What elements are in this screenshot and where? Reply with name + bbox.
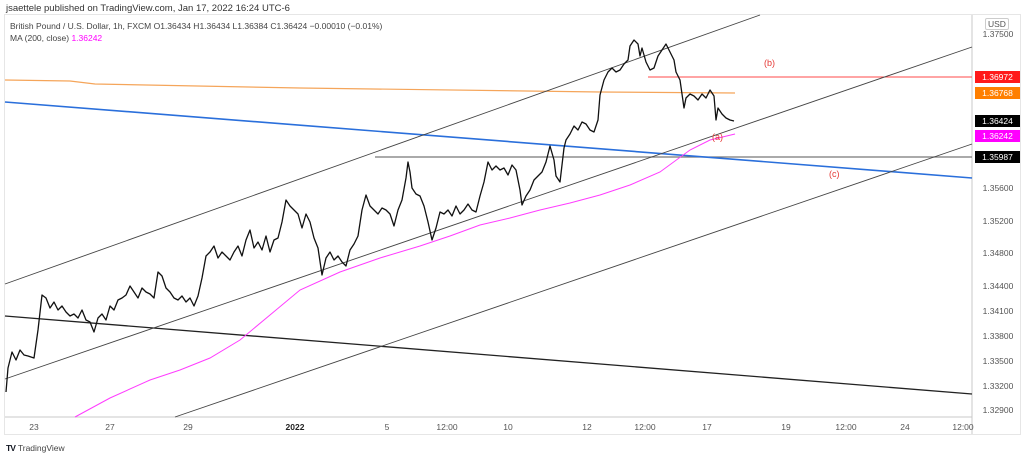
price-tick-label: 1.32900 bbox=[982, 405, 1014, 415]
time-tick-label: 27 bbox=[105, 422, 115, 432]
price-tick-label: 1.34800 bbox=[982, 248, 1014, 258]
channel-middle bbox=[4, 46, 973, 380]
price-series bbox=[5, 39, 735, 393]
chart-legend: British Pound / U.S. Dollar, 1h, FXCM O1… bbox=[10, 20, 382, 44]
time-tick-label: 23 bbox=[29, 422, 39, 432]
price-tick-label: 1.35200 bbox=[982, 216, 1014, 226]
price-tick-label: 1.34100 bbox=[982, 306, 1014, 316]
price-tick-label: 1.37500 bbox=[982, 29, 1014, 39]
ma-200-line bbox=[74, 133, 736, 418]
price-tick-label: 1.33500 bbox=[982, 356, 1014, 366]
wave-label: (b) bbox=[764, 58, 775, 68]
price-tick-label: 1.33800 bbox=[982, 331, 1014, 341]
wave-label: (c) bbox=[829, 169, 840, 179]
price-tag: 1.36768 bbox=[975, 87, 1020, 99]
wave-label: (a) bbox=[712, 132, 723, 142]
time-tick-label: 12 bbox=[582, 422, 592, 432]
price-tag: 1.36424 bbox=[975, 115, 1020, 127]
tradingview-logo-text: TradingView bbox=[17, 443, 65, 453]
tradingview-logo[interactable]: TV TradingView bbox=[6, 443, 65, 453]
channel-lower bbox=[174, 143, 973, 418]
symbol-ohlc-line: British Pound / U.S. Dollar, 1h, FXCM O1… bbox=[10, 21, 383, 31]
time-tick-label: 10 bbox=[503, 422, 513, 432]
black-trendline bbox=[4, 315, 973, 395]
time-tick-label: 5 bbox=[384, 422, 390, 432]
publisher-line: jsaettele published on TradingView.com, … bbox=[6, 3, 290, 14]
price-tick-label: 1.34400 bbox=[982, 281, 1014, 291]
currency-label[interactable]: USD bbox=[985, 18, 1009, 30]
time-tick-label: 12:00 bbox=[952, 422, 974, 432]
chart-frame bbox=[4, 14, 1021, 435]
price-tag: 1.36242 bbox=[975, 130, 1020, 142]
channel-upper bbox=[4, 14, 761, 285]
orange-ma-line bbox=[4, 79, 736, 94]
price-tag: 1.35987 bbox=[975, 151, 1020, 163]
time-tick-label: 19 bbox=[781, 422, 791, 432]
time-tick-label: 2022 bbox=[285, 422, 305, 432]
ma-value: 1.36242 bbox=[71, 33, 103, 43]
price-tag: 1.36972 bbox=[975, 71, 1020, 83]
ma-label: MA (200, close) bbox=[10, 33, 70, 43]
price-tick-label: 1.33200 bbox=[982, 381, 1014, 391]
time-tick-label: 12:00 bbox=[436, 422, 458, 432]
time-tick-label: 29 bbox=[183, 422, 193, 432]
ma-legend-line: MA (200, close) 1.36242 bbox=[10, 32, 382, 44]
price-tick-label: 1.35600 bbox=[982, 183, 1014, 193]
time-tick-label: 24 bbox=[900, 422, 910, 432]
tradingview-logo-icon: TV bbox=[6, 443, 16, 453]
time-tick-label: 12:00 bbox=[835, 422, 857, 432]
blue-trendline bbox=[4, 101, 973, 179]
time-tick-label: 12:00 bbox=[634, 422, 656, 432]
time-tick-label: 17 bbox=[702, 422, 712, 432]
